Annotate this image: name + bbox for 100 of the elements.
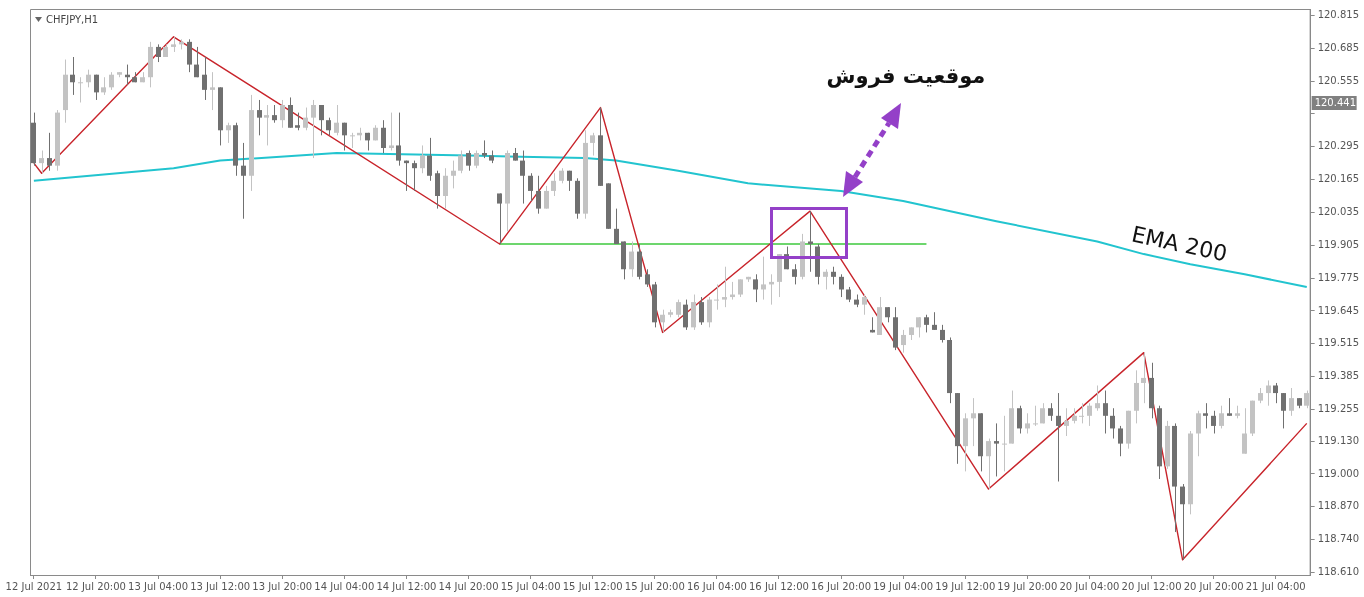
candlestick <box>551 172 556 197</box>
candlestick <box>1087 402 1092 427</box>
text: 120.441 <box>1314 96 1357 108</box>
candlestick <box>1203 402 1208 429</box>
candlestick <box>1242 407 1247 455</box>
candlestick <box>707 296 712 328</box>
x-tick-label: 14 Jul 20:00 <box>438 580 499 592</box>
candlestick <box>528 172 533 202</box>
y-tick-label: 120.685 <box>1317 41 1360 53</box>
x-tick-label: 16 Jul 20:00 <box>811 580 872 592</box>
x-tick-label: 13 Jul 20:00 <box>252 580 313 592</box>
candlestick <box>590 132 595 157</box>
candlestick <box>427 137 432 182</box>
candlestick <box>862 294 867 316</box>
x-tick-label: 12 Jul 20:00 <box>65 580 126 592</box>
candlestick <box>536 175 541 215</box>
y-tick-label: 119.645 <box>1317 304 1360 316</box>
candlestick <box>823 268 828 290</box>
candlestick <box>1033 405 1038 427</box>
candlestick <box>47 132 52 172</box>
candlestick <box>350 132 355 149</box>
candlestick <box>1110 407 1115 440</box>
candlestick <box>792 263 797 285</box>
candlestick <box>288 96 293 129</box>
y-tick-label: 119.905 <box>1317 238 1360 250</box>
y-tick-label: 118.740 <box>1317 533 1360 545</box>
candlestick <box>194 46 199 78</box>
x-tick-label: 19 Jul 12:00 <box>935 580 996 592</box>
candlestick <box>916 316 921 338</box>
candlestick <box>78 76 83 103</box>
candlestick <box>342 122 347 151</box>
candlestick <box>458 150 463 174</box>
chart-title: CHFJPY,H1 <box>46 13 99 25</box>
candlestick <box>1281 392 1286 429</box>
candlestick <box>381 119 386 154</box>
x-tick-label: 16 Jul 04:00 <box>686 580 747 592</box>
candlestick <box>1079 402 1084 424</box>
x-tick-label: 19 Jul 04:00 <box>873 580 934 592</box>
candlestick <box>1017 405 1022 434</box>
candlestick <box>1103 390 1108 434</box>
candlestick <box>994 422 999 477</box>
candlestick <box>412 160 417 192</box>
y-tick-label: 119.000 <box>1317 467 1360 479</box>
candlestick <box>202 56 207 101</box>
candlestick <box>1196 410 1201 457</box>
candlestick <box>334 104 339 136</box>
candlestick <box>1118 425 1123 457</box>
candlestick <box>1289 387 1294 417</box>
x-tick-label: 13 Jul 12:00 <box>190 580 251 592</box>
x-tick-label: 20 Jul 04:00 <box>1059 580 1120 592</box>
candlestick <box>808 210 813 273</box>
candlestick <box>660 309 665 333</box>
candlestick <box>839 273 844 298</box>
candlestick <box>94 74 99 101</box>
candlestick <box>39 150 44 174</box>
y-tick-label: 120.035 <box>1317 206 1360 217</box>
candlestick <box>1273 382 1278 404</box>
y-tick-label: 120.165 <box>1317 173 1360 185</box>
candlestick <box>396 112 401 167</box>
y-tick-label: 119.385 <box>1317 370 1360 382</box>
candlestick <box>971 397 976 447</box>
x-tick-label: 12 Jul 2021 <box>5 580 63 592</box>
candlestick <box>614 208 619 245</box>
candlestick <box>443 167 448 210</box>
candlestick <box>319 104 324 136</box>
candlestick <box>70 56 75 96</box>
candlestick <box>699 296 704 326</box>
candlestick <box>714 283 719 311</box>
x-tick-label: 16 Jul 12:00 <box>749 580 809 592</box>
annotation: موقعیت فروش <box>826 64 986 88</box>
y-tick-label: 119.515 <box>1317 337 1360 349</box>
candlestick <box>264 104 269 146</box>
x-tick-label: 14 Jul 04:00 <box>314 580 375 592</box>
candlestick <box>311 99 316 159</box>
candlestick <box>466 150 471 172</box>
candlestick <box>1095 384 1100 412</box>
x-tick-label: 15 Jul 12:00 <box>562 580 623 592</box>
candlestick <box>1141 352 1146 404</box>
candlestick <box>761 256 766 301</box>
x-tick-label: 20 Jul 12:00 <box>1121 580 1182 592</box>
candlestick <box>1064 407 1069 437</box>
candlestick <box>280 99 285 129</box>
candlestick <box>435 170 440 210</box>
x-tick-label: 15 Jul 20:00 <box>624 580 685 592</box>
y-tick-label: 120.555 <box>1317 74 1360 86</box>
y-tick-label: 119.130 <box>1317 434 1360 446</box>
candlestick <box>497 192 502 245</box>
candlestick <box>451 160 456 189</box>
text: EMA 200 <box>1129 221 1230 267</box>
candlestick <box>753 273 758 303</box>
candlestick <box>629 240 634 278</box>
y-tick-label: 120.815 <box>1317 8 1360 20</box>
y-tick-label: 120.295 <box>1317 140 1360 152</box>
candlestick <box>986 438 991 490</box>
candlestick <box>420 144 425 174</box>
x-tick-label: 13 Jul 04:00 <box>128 580 189 592</box>
y-tick-label: 118.610 <box>1317 566 1360 578</box>
x-tick-label: 20 Jul 20:00 <box>1183 580 1244 592</box>
x-tick-label: 21 Jul 04:00 <box>1245 580 1306 592</box>
y-tick-label: 119.255 <box>1317 403 1360 415</box>
